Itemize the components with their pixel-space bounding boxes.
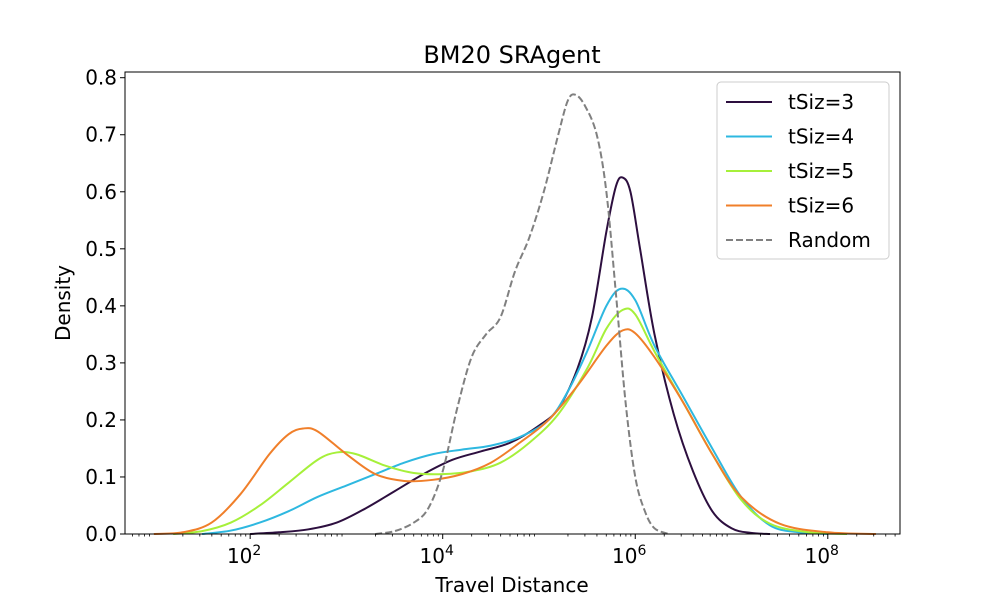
y-tick-label: 0.8 bbox=[85, 66, 117, 90]
legend-label: tSiz=4 bbox=[788, 125, 854, 149]
y-tick-label: 0.6 bbox=[85, 180, 117, 204]
y-tick-label: 0.1 bbox=[85, 465, 117, 489]
legend-label: tSiz=6 bbox=[788, 194, 854, 218]
y-tick-label: 0.2 bbox=[85, 408, 117, 432]
y-tick-label: 0.7 bbox=[85, 123, 117, 147]
y-tick-label: 0.5 bbox=[85, 237, 117, 261]
legend-label: Random bbox=[788, 228, 871, 252]
x-axis-label: Travel Distance bbox=[434, 573, 588, 597]
legend: tSiz=3 tSiz=4 tSiz=5 tSiz=6 Random bbox=[717, 82, 889, 259]
y-tick-label: 0.0 bbox=[85, 522, 117, 546]
y-tick-label: 0.3 bbox=[85, 351, 117, 375]
legend-label: tSiz=5 bbox=[788, 159, 854, 183]
chart-title: BM20 SRAgent bbox=[423, 41, 600, 69]
y-axis-label: Density bbox=[51, 265, 75, 341]
y-tick-label: 0.4 bbox=[85, 294, 117, 318]
legend-label: tSiz=3 bbox=[788, 90, 854, 114]
